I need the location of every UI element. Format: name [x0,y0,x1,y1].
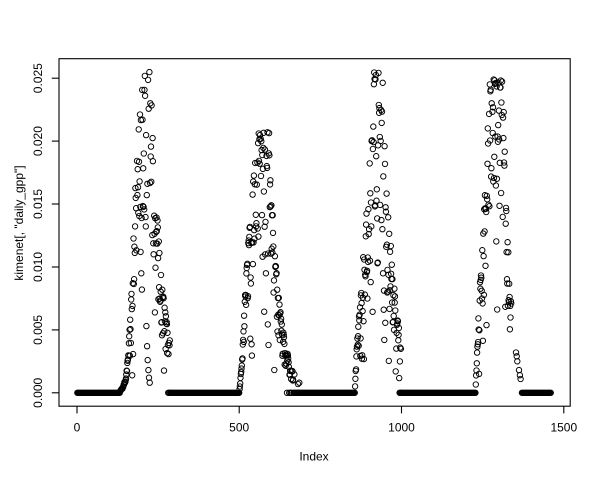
svg-text:1500: 1500 [550,421,577,435]
svg-text:0.010: 0.010 [31,252,45,282]
svg-text:0.015: 0.015 [31,189,45,219]
svg-text:0.025: 0.025 [31,63,45,93]
svg-text:kimenet[, "daily_gpp"]: kimenet[, "daily_gpp"] [12,165,26,280]
svg-text:1000: 1000 [388,421,415,435]
svg-text:0.020: 0.020 [31,126,45,156]
svg-text:0.005: 0.005 [31,315,45,345]
svg-text:0.000: 0.000 [31,377,45,407]
svg-text:Index: Index [299,450,328,464]
svg-text:0: 0 [74,421,81,435]
svg-text:500: 500 [229,421,249,435]
